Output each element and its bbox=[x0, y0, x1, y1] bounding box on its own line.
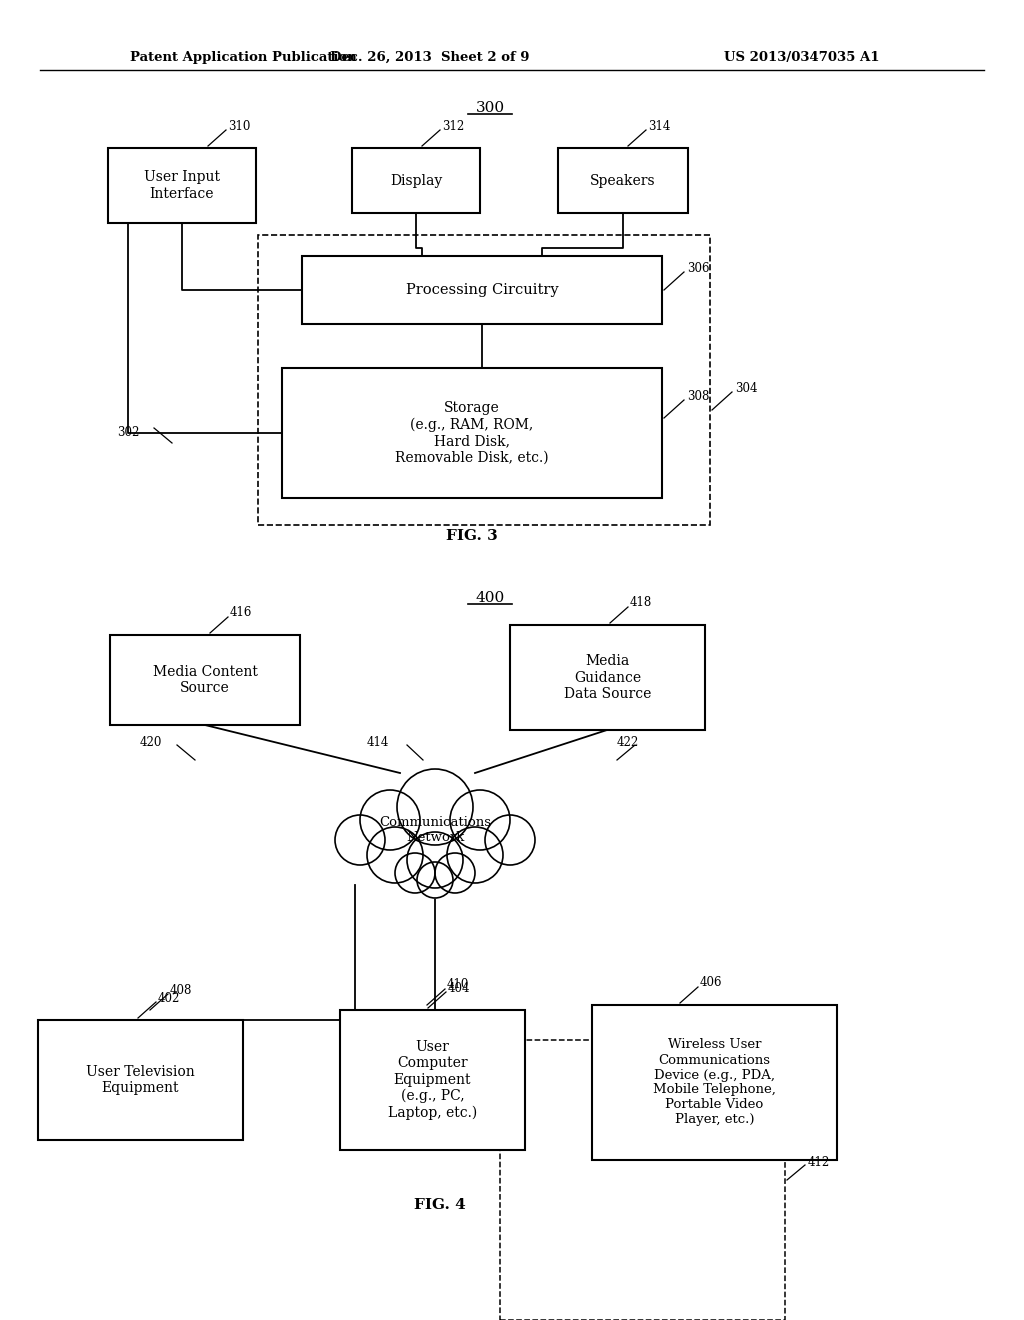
Bar bbox=[558, 148, 688, 213]
Text: 302: 302 bbox=[117, 426, 139, 440]
Text: 310: 310 bbox=[228, 120, 251, 132]
Text: 422: 422 bbox=[617, 735, 639, 748]
Text: User Input
Interface: User Input Interface bbox=[144, 170, 220, 201]
Text: FIG. 4: FIG. 4 bbox=[414, 1199, 466, 1212]
Text: 404: 404 bbox=[449, 982, 470, 994]
Text: User Television
Equipment: User Television Equipment bbox=[86, 1065, 195, 1096]
Text: Patent Application Publication: Patent Application Publication bbox=[130, 50, 356, 63]
Text: 304: 304 bbox=[735, 381, 758, 395]
Circle shape bbox=[450, 789, 510, 850]
Text: 416: 416 bbox=[230, 606, 252, 619]
Text: 306: 306 bbox=[687, 261, 710, 275]
Circle shape bbox=[447, 828, 503, 883]
Bar bbox=[510, 624, 705, 730]
Bar bbox=[108, 148, 256, 223]
Text: Display: Display bbox=[390, 173, 442, 187]
Text: Wireless User
Communications
Device (e.g., PDA,
Mobile Telephone,
Portable Video: Wireless User Communications Device (e.g… bbox=[653, 1039, 776, 1126]
Bar bbox=[592, 1005, 837, 1160]
Text: 402: 402 bbox=[158, 991, 180, 1005]
Text: 418: 418 bbox=[630, 597, 652, 610]
Text: 308: 308 bbox=[687, 389, 710, 403]
Bar bbox=[302, 256, 662, 323]
Text: 406: 406 bbox=[700, 977, 723, 990]
Text: Speakers: Speakers bbox=[590, 173, 655, 187]
Text: 300: 300 bbox=[475, 102, 505, 115]
Bar bbox=[340, 1010, 525, 1150]
Circle shape bbox=[435, 853, 475, 894]
Bar bbox=[110, 635, 300, 725]
Text: Dec. 26, 2013  Sheet 2 of 9: Dec. 26, 2013 Sheet 2 of 9 bbox=[331, 50, 529, 63]
Text: 312: 312 bbox=[442, 120, 464, 132]
Text: User
Computer
Equipment
(e.g., PC,
Laptop, etc.): User Computer Equipment (e.g., PC, Lapto… bbox=[388, 1040, 477, 1119]
Text: Processing Circuitry: Processing Circuitry bbox=[406, 282, 558, 297]
Text: 414: 414 bbox=[367, 737, 389, 750]
Text: Media Content
Source: Media Content Source bbox=[153, 665, 257, 696]
Circle shape bbox=[485, 814, 535, 865]
Text: US 2013/0347035 A1: US 2013/0347035 A1 bbox=[725, 50, 880, 63]
Circle shape bbox=[395, 853, 435, 894]
Text: 314: 314 bbox=[648, 120, 671, 132]
Circle shape bbox=[335, 814, 385, 865]
Bar bbox=[500, 1040, 785, 1320]
Circle shape bbox=[367, 828, 423, 883]
Bar bbox=[258, 235, 710, 525]
Text: 400: 400 bbox=[475, 591, 505, 605]
Text: Communications
Network: Communications Network bbox=[379, 816, 490, 843]
Text: Storage
(e.g., RAM, ROM,
Hard Disk,
Removable Disk, etc.): Storage (e.g., RAM, ROM, Hard Disk, Remo… bbox=[395, 401, 549, 465]
Bar bbox=[282, 368, 662, 498]
Circle shape bbox=[417, 862, 453, 898]
Text: FIG. 3: FIG. 3 bbox=[446, 529, 498, 543]
Circle shape bbox=[407, 832, 463, 888]
Text: Media
Guidance
Data Source: Media Guidance Data Source bbox=[564, 655, 651, 701]
Bar bbox=[38, 1020, 243, 1140]
Text: 410: 410 bbox=[447, 978, 469, 991]
Text: 412: 412 bbox=[808, 1155, 830, 1168]
Circle shape bbox=[360, 789, 420, 850]
Bar bbox=[352, 148, 480, 213]
Text: 420: 420 bbox=[140, 735, 163, 748]
Text: 408: 408 bbox=[170, 983, 193, 997]
Circle shape bbox=[397, 770, 473, 845]
